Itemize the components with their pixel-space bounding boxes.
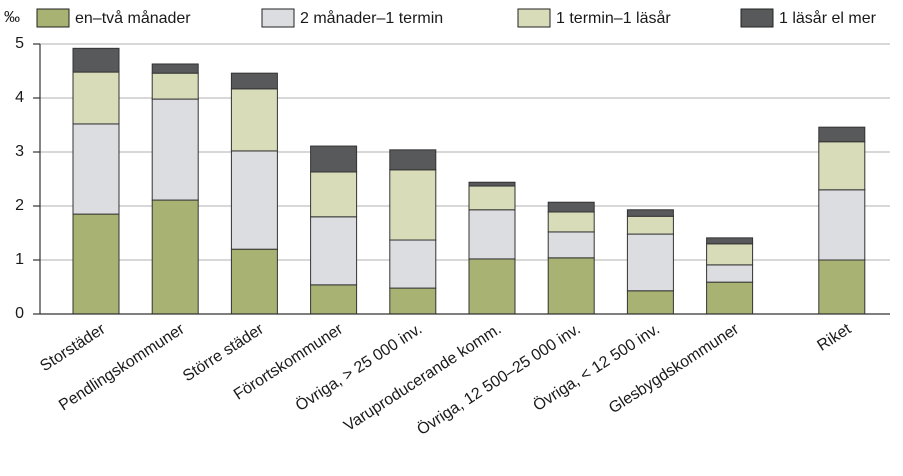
bar-segment xyxy=(389,169,437,241)
bar-segment xyxy=(310,145,358,173)
x-tick-label: Riket xyxy=(814,320,854,354)
bar-segment xyxy=(468,185,516,211)
bar-segment xyxy=(230,248,278,315)
bar-segment xyxy=(151,98,199,201)
bar-segment xyxy=(626,290,674,315)
bar-segment xyxy=(72,47,120,73)
x-tick-label: Varuproducerande komm. xyxy=(341,321,504,435)
bar-segment xyxy=(310,216,358,286)
x-tick-label: Glesbygdskommuner xyxy=(606,320,743,417)
bar-segment xyxy=(626,233,674,292)
legend-swatch xyxy=(261,8,295,28)
bar-segment xyxy=(818,141,866,191)
legend-swatch xyxy=(740,8,774,28)
bar-segment xyxy=(72,71,120,125)
bar-segment xyxy=(310,284,358,315)
y-tick-label: 4 xyxy=(15,89,24,106)
bar-segment xyxy=(706,281,754,315)
bar-segment xyxy=(230,72,278,90)
x-tick-label: Pendlingskommuner xyxy=(56,320,188,414)
y-tick-label: 0 xyxy=(15,305,24,322)
legend-label: 1 termin–1 läsår xyxy=(556,9,671,27)
x-tick-label: Övriga, > 25 000 inv. xyxy=(292,320,425,415)
legend-label: en–två månader xyxy=(75,9,191,27)
y-tick-label: 2 xyxy=(15,197,24,214)
bar-segment xyxy=(626,215,674,235)
legend-swatch xyxy=(36,8,70,28)
bar-segment xyxy=(706,243,754,266)
bar-segment xyxy=(547,231,595,259)
bar-segment xyxy=(706,264,754,283)
y-unit-label: ‰ xyxy=(4,9,20,26)
bar-segment xyxy=(468,209,516,260)
bar-segment xyxy=(389,287,437,315)
bar-segment xyxy=(72,213,120,315)
bar-segment xyxy=(818,259,866,315)
bar-segment xyxy=(230,150,278,250)
bar-segment xyxy=(151,72,199,100)
legend-label: 1 läsår el mer xyxy=(779,9,877,27)
bar-segment xyxy=(818,189,866,261)
bar-segment xyxy=(389,149,437,171)
bar-segment xyxy=(389,239,437,289)
bar-segment xyxy=(818,126,866,143)
bar-segment xyxy=(151,199,199,315)
legend-label: 2 månader–1 termin xyxy=(300,9,443,27)
y-tick-label: 1 xyxy=(15,251,24,268)
bar-segment xyxy=(310,171,358,218)
bar-segment xyxy=(151,63,199,74)
bar-segment xyxy=(626,209,674,217)
bar-segment xyxy=(72,123,120,215)
bar-segment xyxy=(547,211,595,233)
y-tick-label: 3 xyxy=(15,143,24,160)
y-tick-label: 5 xyxy=(15,35,24,52)
bar-segment xyxy=(706,237,754,245)
bar-segment xyxy=(468,258,516,315)
bar-segment xyxy=(468,181,516,187)
bar-segment xyxy=(230,88,278,152)
x-tick-label: Övriga, < 12 500 inv. xyxy=(530,320,663,415)
bar-segment xyxy=(547,201,595,213)
legend-swatch xyxy=(517,8,551,28)
bar-segment xyxy=(547,257,595,315)
x-tick-label: Storstäder xyxy=(37,320,109,375)
